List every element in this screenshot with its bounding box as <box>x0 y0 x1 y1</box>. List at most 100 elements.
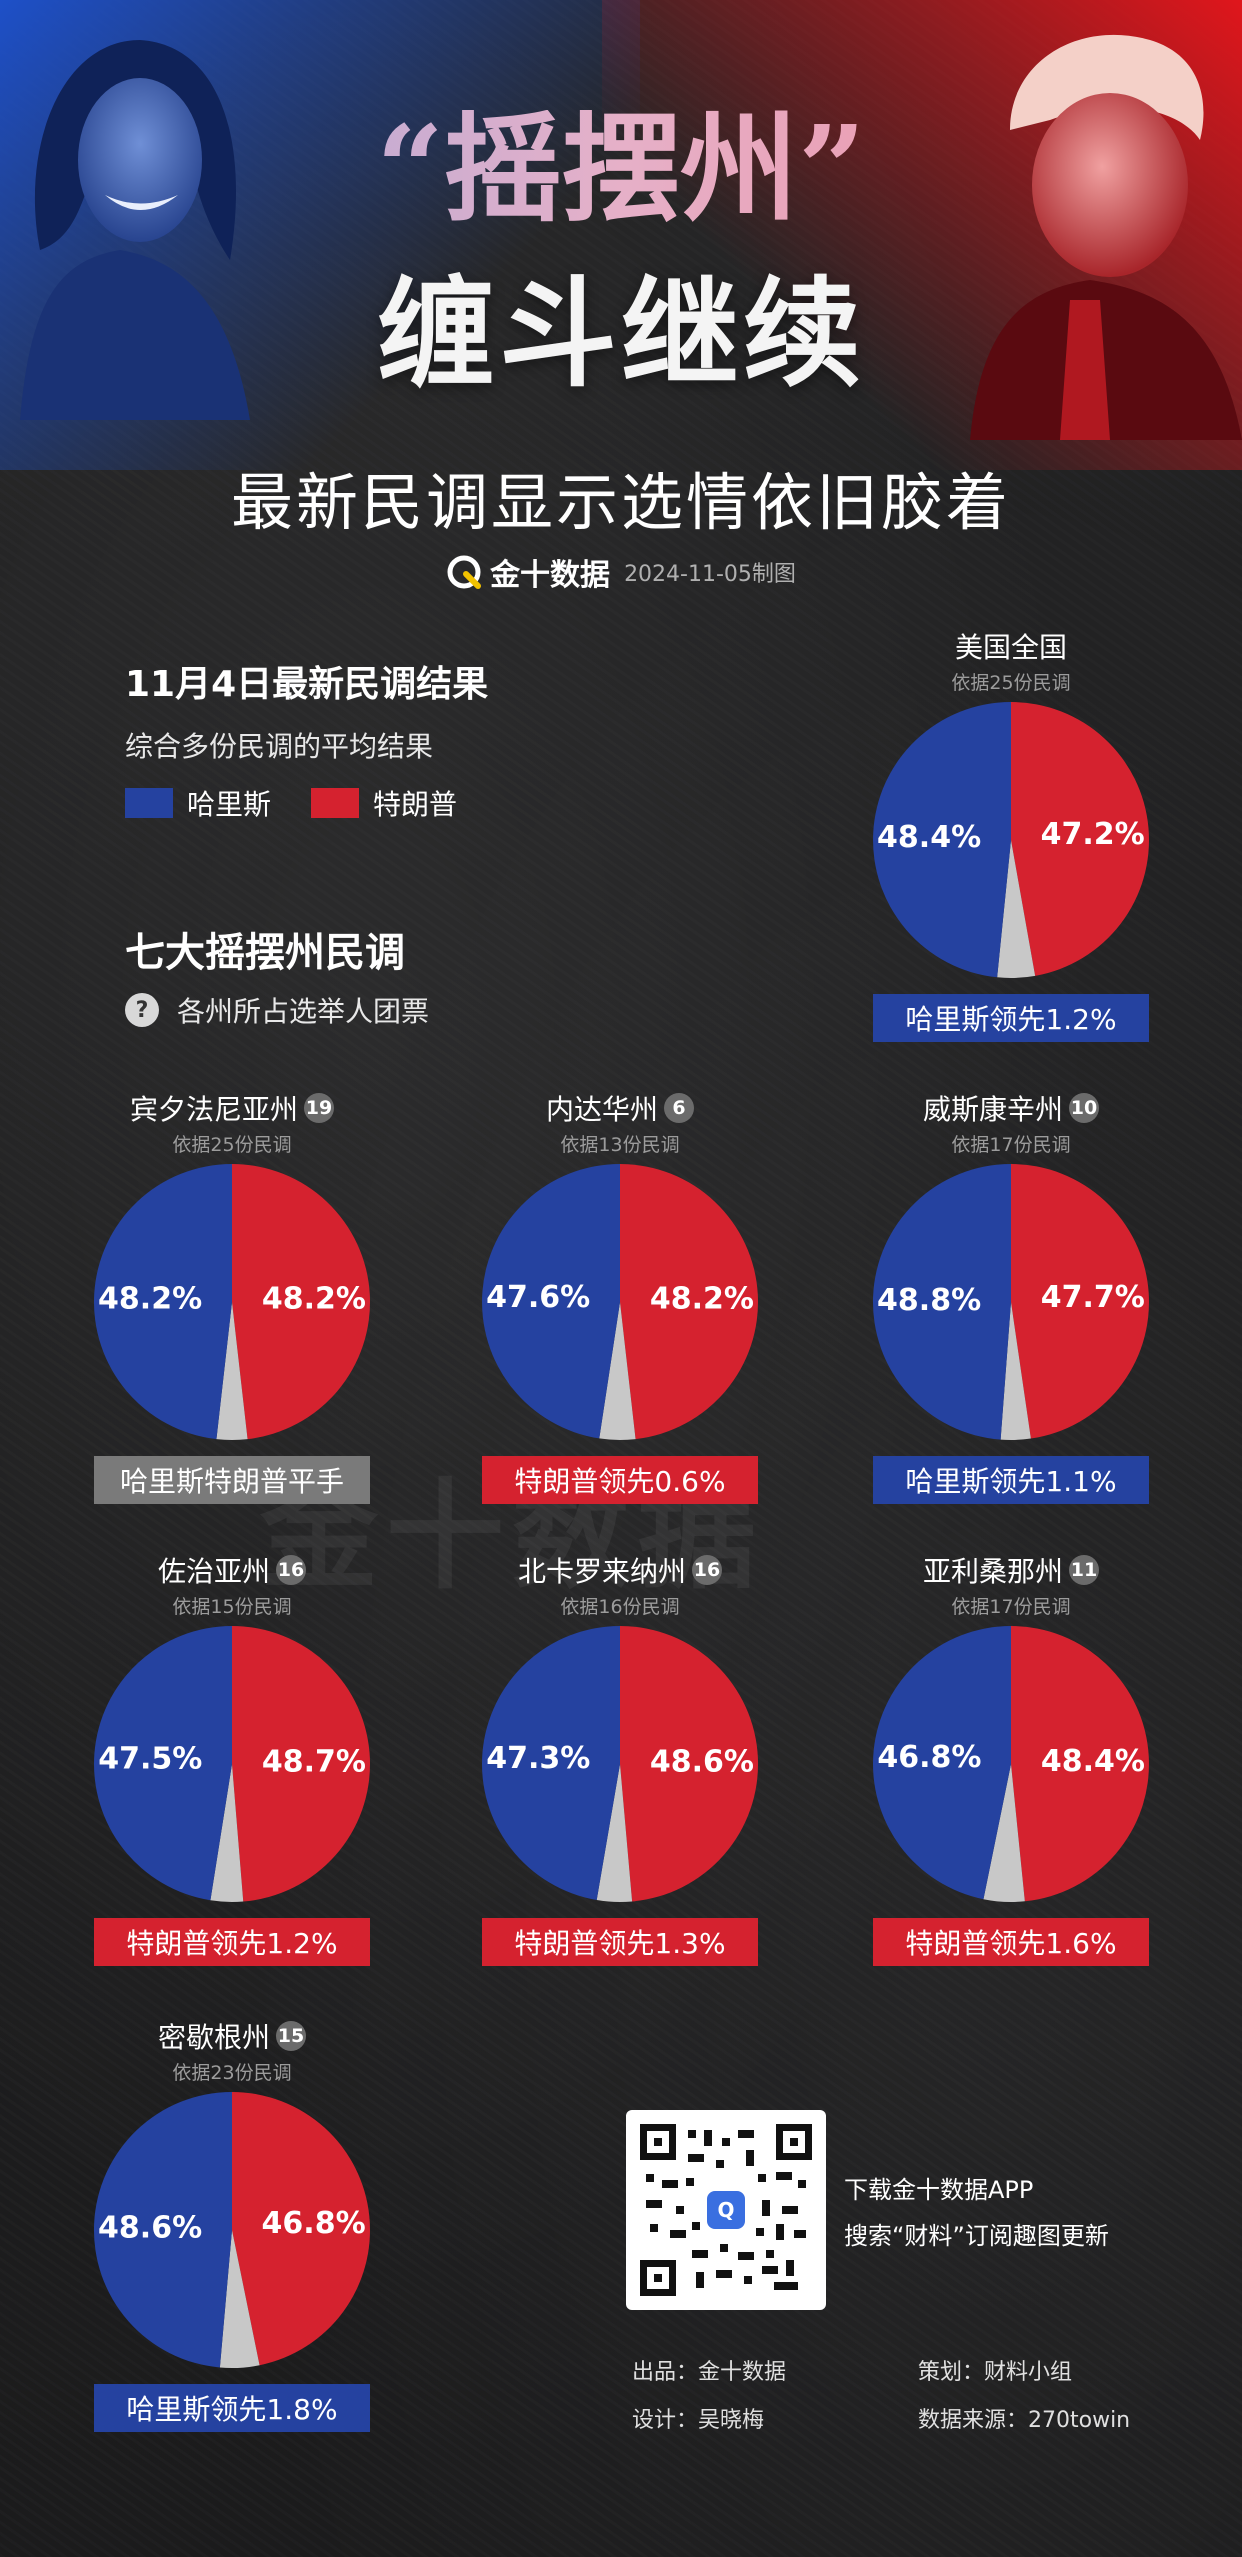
pie-title: 宾夕法尼亚州 19 <box>82 1090 382 1126</box>
state-name: 宾夕法尼亚州 <box>129 1093 298 1126</box>
pie-chart: 47.6% 48.2% <box>482 1164 759 1440</box>
pie-slice-trump <box>620 1626 759 1902</box>
pie-panel: 北卡罗来纳州 16 依据16份民调 47.3% 48.6% 特朗普领先1.3% <box>470 1552 770 1966</box>
lead-result-banner: 哈里斯领先1.2% <box>873 994 1149 1042</box>
page-subtitle: 最新民调显示选情依旧胶着 <box>230 466 1011 539</box>
qr-code[interactable]: Q <box>626 2110 826 2310</box>
pie-slice-undecided <box>983 1764 1025 1902</box>
brand-logo: 金十数据 <box>446 550 610 594</box>
app-logo-icon: Q <box>707 2191 745 2229</box>
lead-result-banner: 哈里斯领先1.8% <box>94 2384 370 2432</box>
qr-code-icon <box>646 2130 806 2290</box>
jin10-logo-icon <box>447 555 482 589</box>
pie-slice-trump <box>232 1164 371 1440</box>
pie-slice-undecided <box>1000 1302 1031 1441</box>
lead-result-banner: 特朗普领先1.2% <box>94 1918 370 1966</box>
pie-slice-trump <box>232 2092 371 2366</box>
state-name: 北卡罗来纳州 <box>517 1555 686 1588</box>
pie-chart: 46.8% 48.4% <box>872 1626 1149 1902</box>
data-label-harris: 46.8% <box>877 1740 981 1775</box>
pie-panel: 内达华州 6 依据13份民调 47.6% 48.2% 特朗普领先0.6% <box>470 1090 770 1504</box>
poll-count: 依据25份民调 <box>172 1134 292 1156</box>
legend-label-trump: 特朗普 <box>373 788 458 821</box>
pie-title: 美国全国 <box>861 628 1161 664</box>
pie-slice-trump <box>1011 702 1149 976</box>
data-label-trump: 48.6% <box>650 1744 754 1779</box>
credit-designer: 设计：吴晓梅 <box>632 2408 765 2433</box>
state-name: 美国全国 <box>954 631 1067 664</box>
pie-slice-harris <box>93 2092 232 2368</box>
poll-count: 依据25份民调 <box>951 672 1071 694</box>
pie-chart: 48.6% 46.8% <box>93 2092 371 2369</box>
pie-slice-undecided <box>599 1302 636 1440</box>
pie-title: 佐治亚州 16 <box>82 1552 382 1588</box>
pie-slice-trump <box>232 1626 371 1902</box>
pie-slice-undecided <box>219 2230 260 2369</box>
legend-label-harris: 哈里斯 <box>187 788 272 821</box>
data-label-harris: 47.5% <box>98 1742 202 1777</box>
pie-slice-harris <box>482 1164 620 1439</box>
pie-title: 密歇根州 15 <box>82 2018 382 2054</box>
pie-slice-undecided <box>210 1764 244 1902</box>
qr-finder-bottom-left <box>640 2260 676 2296</box>
qr-finder-top-right <box>776 2124 812 2160</box>
state-name: 亚利桑那州 <box>922 1555 1063 1588</box>
electoral-votes-badge: 16 <box>276 1555 306 1585</box>
trump-portrait-image <box>970 34 1242 440</box>
electoral-votes-badge: 15 <box>276 2021 306 2051</box>
data-label-trump: 48.2% <box>262 1281 366 1316</box>
pie-slice-undecided <box>216 1302 248 1441</box>
pie-panel: 美国全国依据25份民调 48.4% 47.2% 哈里斯领先1.2% <box>861 628 1161 1042</box>
pie-chart: 47.3% 48.6% <box>481 1626 759 1903</box>
title-main: 缠斗继续 <box>376 264 865 403</box>
data-label-trump: 48.7% <box>262 1745 366 1780</box>
electoral-votes-badge: 10 <box>1069 1093 1099 1123</box>
electoral-votes-note-text: 各州所占选举人团票 <box>177 995 430 1028</box>
pie-panel: 佐治亚州 16 依据15份民调 47.5% 48.7% 特朗普领先1.2% <box>82 1552 382 1966</box>
data-label-trump: 47.2% <box>1041 817 1145 852</box>
pie-slice-undecided <box>997 840 1036 978</box>
data-label-trump: 48.4% <box>1041 1744 1145 1779</box>
state-name: 威斯康辛州 <box>922 1093 1063 1126</box>
pie-chart: 47.5% 48.7% <box>94 1626 371 1902</box>
pie-slice-trump <box>1011 1626 1149 1902</box>
brand-name: 金十数据 <box>490 558 611 593</box>
state-name: 内达华州 <box>545 1093 658 1126</box>
pie-title: 北卡罗来纳州 16 <box>470 1552 770 1588</box>
data-label-harris: 48.2% <box>98 1281 202 1316</box>
chart-date: 2024-11-05制图 <box>624 562 796 587</box>
pie-slice-harris <box>873 702 1011 978</box>
pie-panel: 宾夕法尼亚州 19 依据25份民调 48.2% 48.2% 哈里斯特朗普平手 <box>82 1090 382 1504</box>
data-label-harris: 48.4% <box>877 820 981 855</box>
poll-count: 依据15份民调 <box>172 1596 292 1618</box>
data-label-harris: 47.3% <box>486 1741 590 1776</box>
pie-slice-harris <box>872 1626 1011 1900</box>
state-name: 佐治亚州 <box>157 1555 270 1588</box>
lead-result-banner: 特朗普领先0.6% <box>482 1456 758 1504</box>
pie-title: 内达华州 6 <box>470 1090 770 1126</box>
pie-panel: 密歇根州 15 依据23份民调 48.6% 46.8% 哈里斯领先1.8% <box>82 2018 382 2432</box>
qr-finder-top-left <box>640 2124 676 2160</box>
pie-title: 亚利桑那州 11 <box>861 1552 1161 1588</box>
pie-slice-harris <box>481 1626 620 1901</box>
electoral-votes-badge: 6 <box>664 1093 694 1123</box>
electoral-votes-note: ? 各州所占选举人团票 <box>125 990 429 1030</box>
legend-item-trump: 特朗普 <box>311 783 457 823</box>
data-label-trump: 48.2% <box>650 1281 754 1316</box>
legend: 哈里斯 特朗普 <box>125 783 483 823</box>
pie-slice-harris <box>93 1164 232 1440</box>
lead-result-banner: 特朗普领先1.3% <box>482 1918 758 1966</box>
app-download-text: 下载金十数据APP <box>844 2176 1034 2204</box>
lead-result-banner: 哈里斯领先1.1% <box>873 1456 1149 1504</box>
pie-title: 威斯康辛州 10 <box>861 1090 1161 1126</box>
poll-count: 依据17份民调 <box>951 1596 1071 1618</box>
poll-count: 依据13份民调 <box>560 1134 680 1156</box>
app-search-text: 搜索“财料”订阅趣图更新 <box>844 2222 1109 2250</box>
pie-chart: 48.4% 47.2% <box>873 702 1149 978</box>
electoral-votes-badge: 16 <box>692 1555 722 1585</box>
credit-planner: 策划：财料小组 <box>918 2360 1073 2385</box>
swing-section-title: 七大摇摆州民调 <box>125 929 405 976</box>
pie-slice-trump <box>620 1164 759 1440</box>
pie-panel: 威斯康辛州 10 依据17份民调 48.8% 47.7% 哈里斯领先1.1% <box>861 1090 1161 1504</box>
pie-chart: 48.8% 47.7% <box>872 1164 1149 1441</box>
